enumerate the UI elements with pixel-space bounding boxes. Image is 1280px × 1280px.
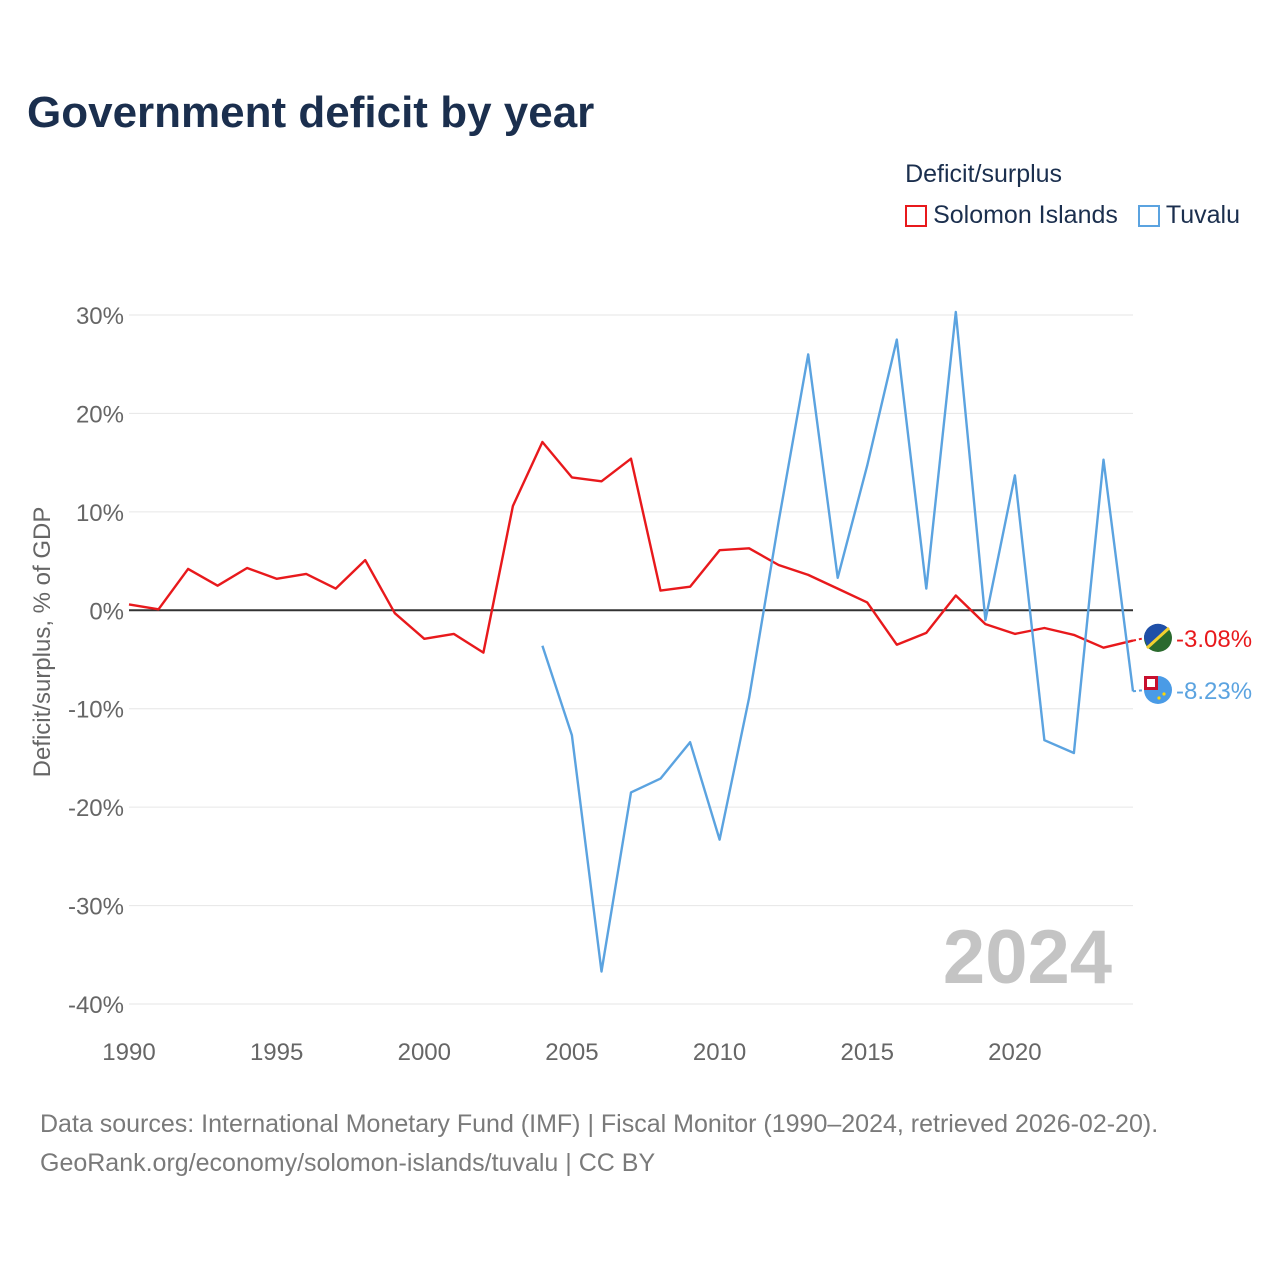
- x-tick-label: 2010: [693, 1039, 746, 1066]
- flag-base: [1144, 676, 1172, 704]
- y-tick-label: 10%: [76, 500, 124, 527]
- legend-swatch-tuvalu: [1137, 204, 1160, 227]
- y-tick-label: 30%: [76, 303, 124, 330]
- flag-stripe: [1145, 626, 1171, 650]
- end-value-label: -3.08%: [1176, 626, 1252, 653]
- x-tick-label: 2005: [545, 1039, 598, 1066]
- solomon-islands-flag-icon: [1143, 623, 1172, 652]
- x-tick-label: 1995: [250, 1039, 303, 1066]
- y-axis-ticks: 30% 20% 10% 0% -10% -20% -30% -40%: [68, 303, 124, 1019]
- legend-title: Deficit/surplus: [905, 160, 1063, 188]
- legend-item-tuvalu[interactable]: Tuvalu: [1137, 201, 1240, 230]
- marker-leader: [1132, 637, 1146, 642]
- year-watermark: 2024: [943, 915, 1112, 1000]
- x-tick-label: 2000: [398, 1039, 451, 1066]
- data-series: [128, 310, 1135, 973]
- footer: Data sources: International Monetary Fun…: [40, 1105, 1158, 1183]
- x-axis-ticks: 1990 1995 2000 2005 2010 2015 2020: [102, 1039, 1041, 1066]
- flag-blue: [1143, 623, 1168, 648]
- legend: Deficit/surplus Solomon Islands Tuvalu: [905, 160, 1240, 230]
- legend-label-solomon-islands: Solomon Islands: [933, 201, 1118, 229]
- tuvalu-flag-icon: [1144, 676, 1172, 704]
- x-tick-label: 2015: [841, 1039, 894, 1066]
- y-tick-label: 0%: [89, 598, 124, 625]
- data-sources: Data sources: International Monetary Fun…: [40, 1110, 1159, 1138]
- grid-lines: [129, 314, 1133, 1005]
- legend-swatch-solomon-islands: [905, 204, 928, 227]
- legend-items: Solomon Islands Tuvalu: [905, 201, 1240, 230]
- flag-star: [1157, 696, 1161, 700]
- y-axis-label: Deficit/surplus, % of GDP: [29, 507, 56, 778]
- series-line-tuvalu: [541, 310, 1135, 973]
- y-tick-label: -40%: [68, 992, 124, 1019]
- y-tick-label: -10%: [68, 697, 124, 724]
- flag-canton-inner: [1147, 679, 1155, 687]
- end-value-label: -8.23%: [1176, 678, 1252, 705]
- flag-star: [1162, 692, 1166, 696]
- attribution-link[interactable]: GeoRank.org/economy/solomon-islands/tuva…: [40, 1149, 656, 1177]
- y-tick-label: 20%: [76, 401, 124, 428]
- y-tick-label: -30%: [68, 894, 124, 921]
- chart-title: Government deficit by year: [27, 88, 595, 137]
- flag-base: [1144, 624, 1172, 652]
- y-tick-label: -20%: [68, 795, 124, 822]
- marker-leader: [1132, 689, 1146, 693]
- series-line-solomon-islands: [128, 440, 1134, 654]
- x-tick-label: 1990: [102, 1039, 155, 1066]
- end-markers: -3.08% -8.23%: [1132, 623, 1252, 705]
- flag-canton: [1144, 676, 1158, 690]
- legend-label-tuvalu: Tuvalu: [1165, 201, 1240, 229]
- x-tick-label: 2020: [988, 1039, 1041, 1066]
- legend-item-solomon-islands[interactable]: Solomon Islands: [905, 201, 1118, 230]
